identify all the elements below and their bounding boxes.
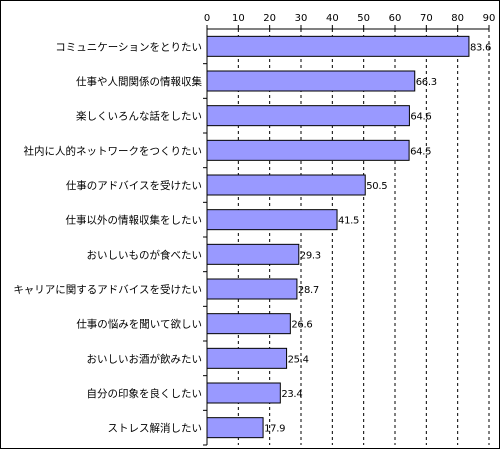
category-label: ストレス解消したい xyxy=(108,422,203,435)
bar xyxy=(206,347,288,369)
bar xyxy=(206,105,410,127)
value-label: 28.7 xyxy=(298,285,319,296)
category-label: 仕事や人間関係の情報収集 xyxy=(76,75,202,88)
bar xyxy=(206,70,416,92)
category-label: 仕事以外の情報収集をしたい xyxy=(66,214,203,227)
category-label: おいしいお酒が飲みたい xyxy=(87,352,203,365)
tick-label-x: 0 xyxy=(204,13,210,24)
tick-label-x: 20 xyxy=(263,13,276,24)
value-label: 64.6 xyxy=(410,112,431,123)
bars xyxy=(206,35,470,439)
value-label: 29.3 xyxy=(300,250,321,261)
value-label: 41.5 xyxy=(338,216,359,227)
value-label: 66.3 xyxy=(416,77,437,88)
bar xyxy=(206,139,410,161)
value-label: 26.6 xyxy=(291,320,312,331)
category-label: 仕事の悩みを聞いて欲しい xyxy=(76,318,202,331)
value-label: 83.6 xyxy=(470,42,491,53)
value-label: 64.5 xyxy=(410,146,431,157)
bar xyxy=(206,417,264,439)
bar xyxy=(206,243,300,265)
category-label: 社内に人的ネットワークをつくりたい xyxy=(24,144,203,157)
tick-label-x: 90 xyxy=(483,13,496,24)
bar xyxy=(206,174,366,196)
category-label: 楽しくいろんな話をしたい xyxy=(76,110,202,123)
tick-label-x: 10 xyxy=(232,13,245,24)
labels: 0 10 20 30 40 50 60 70 80 90 コミュニケーションをとりたい 83.6 仕事や… xyxy=(13,13,495,435)
category-label: 自分の印象を良くしたい xyxy=(87,387,203,400)
category-label: キャリアに関するアドバイスを受けたい xyxy=(13,284,202,296)
tick-label-x: 40 xyxy=(326,13,339,24)
bar xyxy=(206,35,470,57)
bar xyxy=(206,209,338,231)
tick-label-x: 30 xyxy=(295,13,308,24)
value-label: 25.4 xyxy=(288,354,309,365)
tick-label-x: 50 xyxy=(357,13,370,24)
axes xyxy=(203,25,490,446)
tick-label-x: 60 xyxy=(389,13,402,24)
bar xyxy=(206,382,281,404)
category-label: おいしいものが食べたい xyxy=(87,248,203,261)
category-label: 仕事のアドバイスを受けたい xyxy=(66,179,202,192)
value-label: 50.5 xyxy=(366,181,387,192)
tick-label-x: 70 xyxy=(420,13,433,24)
value-label: 23.4 xyxy=(281,389,302,400)
category-label: コミュニケーションをとりたい xyxy=(55,41,202,53)
tick-label-x: 80 xyxy=(451,13,464,24)
bar xyxy=(206,313,291,335)
bar xyxy=(206,278,298,300)
value-label: 17.9 xyxy=(264,424,285,435)
